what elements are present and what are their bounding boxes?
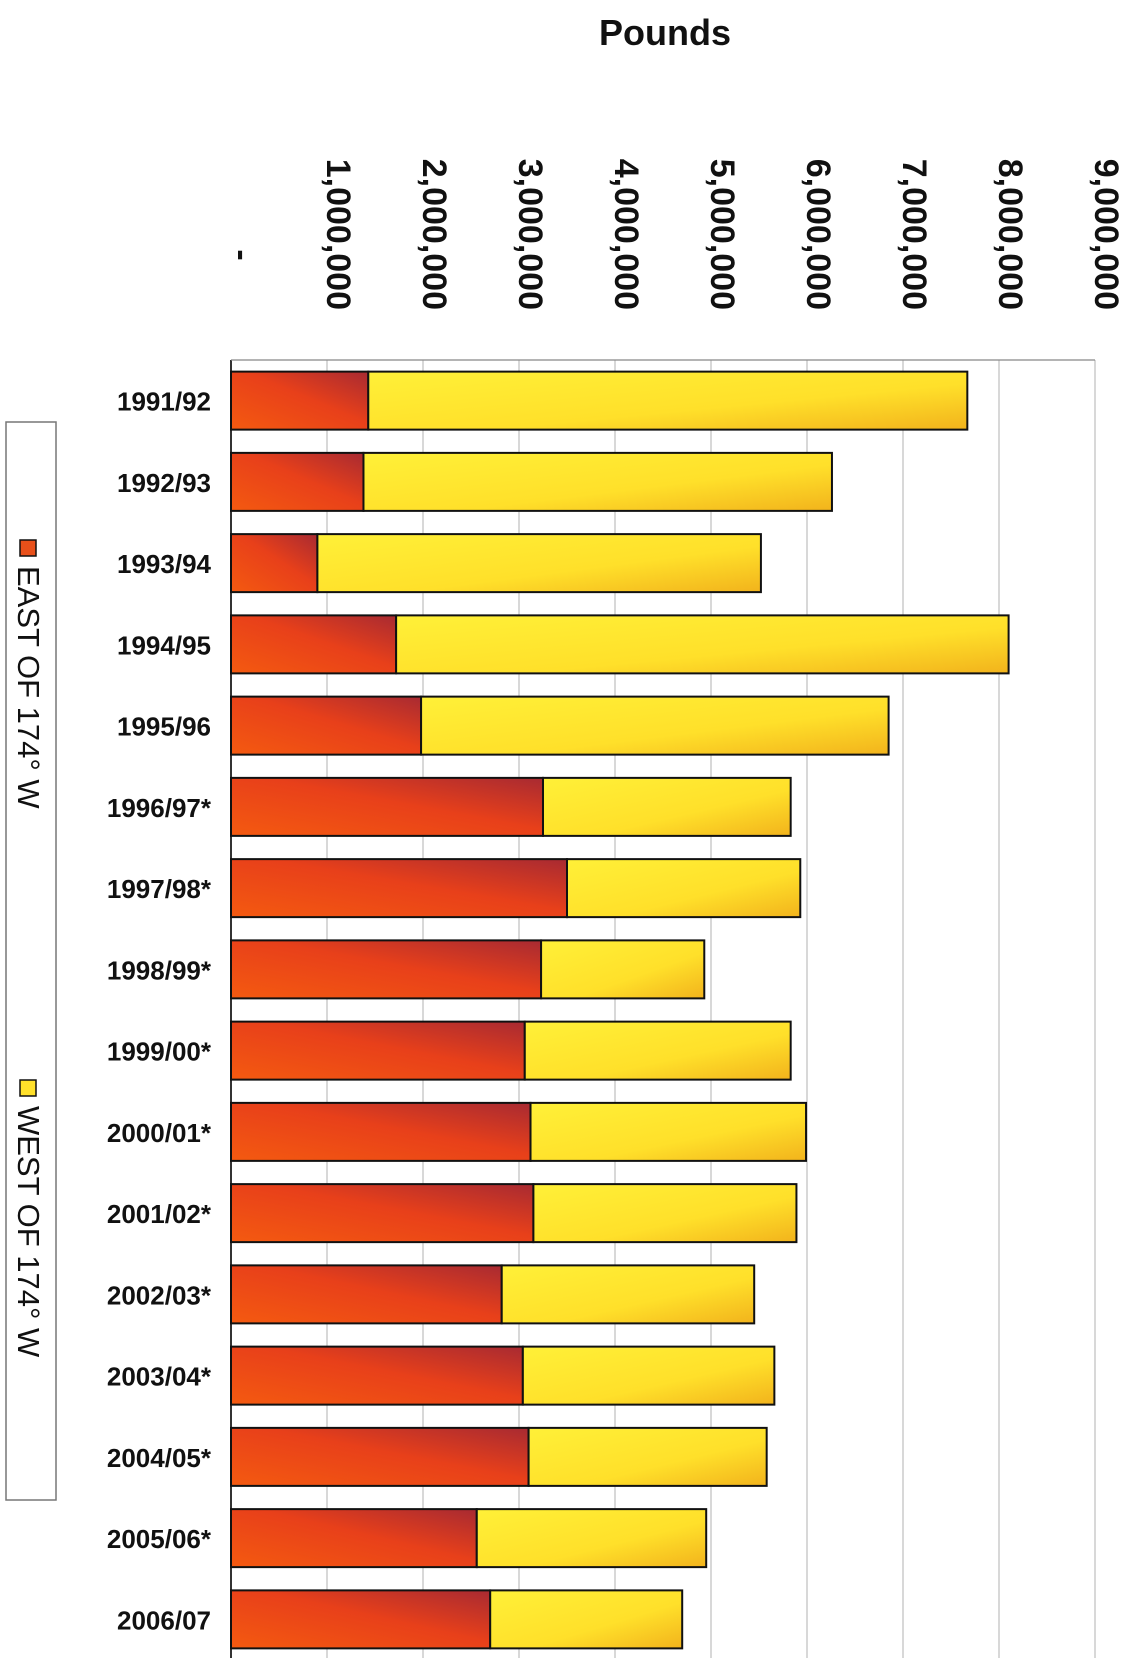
legend: EAST OF 174° W WEST OF 174° W bbox=[5, 421, 57, 1501]
category-label: 1995/96 bbox=[117, 712, 211, 742]
bar-west bbox=[316, 533, 762, 594]
bar-west bbox=[362, 451, 833, 512]
value-tick-label: 4,000,000 bbox=[607, 159, 645, 310]
legend-box bbox=[5, 421, 57, 1501]
category-label: 2002/03* bbox=[107, 1280, 212, 1310]
bar-west bbox=[542, 776, 792, 837]
category-axis: 1991/92 1992/93 1993/94 1994/95 1995/96 1996/… bbox=[107, 387, 212, 1636]
legend-swatch-west bbox=[19, 1079, 37, 1097]
category-label: 2003/04* bbox=[107, 1362, 212, 1392]
value-tick-label: 2,000,000 bbox=[415, 159, 453, 310]
category-label: 2000/01* bbox=[107, 1118, 212, 1148]
value-tick-label: 8,000,000 bbox=[991, 159, 1029, 310]
category-label: 1992/93 bbox=[117, 468, 211, 498]
value-tick-label: 1,000,000 bbox=[319, 159, 357, 310]
legend-swatch-east bbox=[19, 539, 37, 557]
category-label: 2004/05* bbox=[107, 1443, 212, 1473]
bar-west bbox=[566, 858, 802, 919]
plot-area bbox=[230, 359, 1096, 1658]
bar-west bbox=[420, 695, 890, 756]
value-tick-label: 9,000,000 bbox=[1087, 159, 1125, 310]
bar-east bbox=[230, 1264, 503, 1325]
bar-east bbox=[230, 1101, 532, 1162]
category-label: 1994/95 bbox=[117, 630, 211, 660]
value-axis-title: Pounds bbox=[599, 12, 731, 53]
category-label: 1997/98* bbox=[107, 874, 212, 904]
bar-west bbox=[521, 1345, 776, 1406]
bar-east bbox=[230, 1183, 535, 1244]
bar-west bbox=[475, 1508, 708, 1569]
category-label: 2005/06* bbox=[107, 1524, 212, 1554]
bar-east bbox=[230, 1020, 526, 1081]
value-axis: - 1,000,000 2,000,000 3,000,000 4,000,000 5,0… bbox=[223, 159, 1125, 310]
bar-east bbox=[230, 695, 423, 756]
bar-west bbox=[540, 939, 706, 1000]
bar-west bbox=[527, 1426, 768, 1487]
category-label: 2006/07 bbox=[117, 1605, 211, 1635]
bar-east bbox=[230, 939, 543, 1000]
bar-east bbox=[230, 1345, 524, 1406]
bar-west bbox=[523, 1020, 792, 1081]
bar-west bbox=[489, 1589, 684, 1650]
category-label: 1991/92 bbox=[117, 387, 211, 417]
category-label: 1999/00* bbox=[107, 1037, 212, 1067]
bar-east bbox=[230, 533, 319, 594]
category-label: 1993/94 bbox=[117, 549, 212, 579]
value-tick-label: 6,000,000 bbox=[799, 159, 837, 310]
value-tick-label: 3,000,000 bbox=[511, 159, 549, 310]
legend-label: EAST OF 174° W bbox=[11, 566, 46, 809]
value-tick-label: - bbox=[223, 249, 261, 260]
legend-label: WEST OF 174° W bbox=[11, 1106, 46, 1358]
bar-east bbox=[230, 858, 568, 919]
category-label: 1996/97* bbox=[107, 793, 212, 823]
bar-west bbox=[532, 1183, 798, 1244]
bar-west bbox=[395, 614, 1010, 675]
value-tick-label: 7,000,000 bbox=[895, 159, 933, 310]
value-tick-label: 5,000,000 bbox=[703, 159, 741, 310]
bar-west bbox=[529, 1101, 808, 1162]
bar-east bbox=[230, 614, 398, 675]
category-label: 2001/02* bbox=[107, 1199, 212, 1229]
category-label: 1998/99* bbox=[107, 955, 212, 985]
bar-east bbox=[230, 776, 544, 837]
bar-west bbox=[367, 370, 969, 431]
bar-east bbox=[230, 1426, 530, 1487]
bar-east bbox=[230, 1589, 492, 1650]
bar-east bbox=[230, 370, 370, 431]
bar-west bbox=[500, 1264, 756, 1325]
bar-east bbox=[230, 1508, 478, 1569]
bar-east bbox=[230, 451, 365, 512]
